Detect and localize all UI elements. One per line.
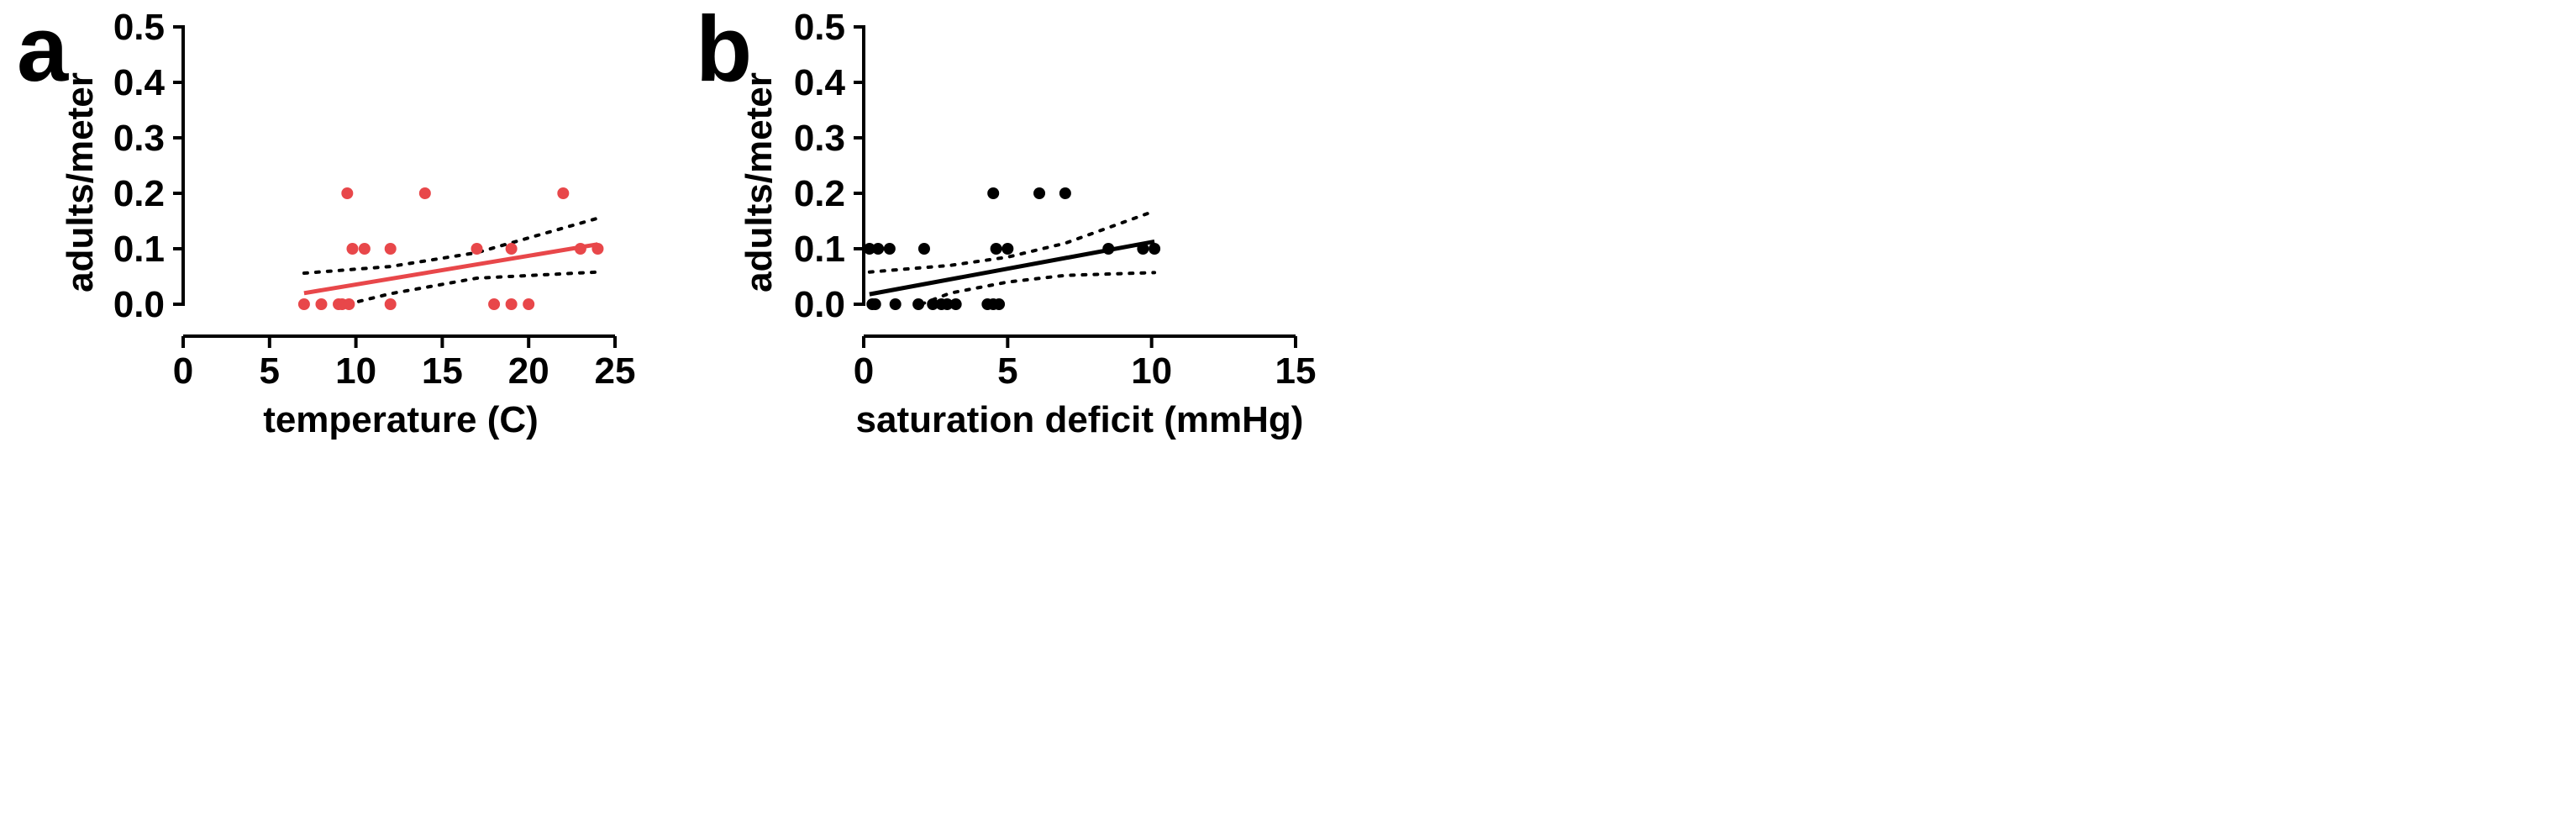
data-point [863, 243, 875, 255]
chart-panel-a: a 0.0 0.1 0.2 0.3 0.4 0.5 0 5 10 15 20 25 adults/met… [17, 0, 636, 441]
x-tick-label: 0 [173, 350, 193, 392]
chart-a-svg: 0.0 0.1 0.2 0.3 0.4 0.5 0 5 10 15 20 25 adults/meter… [60, 7, 636, 440]
data-point [1033, 187, 1046, 199]
data-point [384, 243, 397, 255]
data-point [927, 298, 939, 310]
y-tick-label: 0.3 [113, 118, 165, 159]
data-point [869, 298, 881, 310]
data-point [315, 298, 328, 310]
data-point [917, 243, 930, 255]
data-point [591, 243, 604, 255]
chart-panel-b: b 0.0 0.1 0.2 0.3 0.4 0.5 0 5 10 15 adults/meter sa… [696, 0, 1736, 832]
x-tick-label: 15 [422, 350, 463, 392]
y-tick-label: 0.5 [113, 7, 165, 48]
data-point [889, 298, 902, 310]
data-point [1149, 243, 1161, 255]
ci-upper-line [302, 216, 600, 276]
data-point [297, 298, 310, 310]
x-tick-label: 25 [595, 350, 636, 392]
x-tick-label: 5 [260, 350, 280, 392]
data-point [523, 298, 535, 310]
ci-upper-line [867, 209, 1157, 274]
y-tick-label: 0.3 [794, 118, 845, 159]
ci-lower-line [345, 270, 600, 306]
data-point [987, 187, 1000, 199]
data-point [993, 298, 1006, 310]
data-point [883, 243, 896, 255]
y-tick-label: 0.4 [113, 62, 166, 103]
y-tick-label: 0.1 [794, 229, 845, 270]
x-axis-label: saturation deficit (mmHg) [856, 399, 1304, 440]
data-point [505, 298, 518, 310]
data-point [471, 243, 483, 255]
x-tick-label: 10 [335, 350, 376, 392]
y-axis-label: adults/meter [60, 72, 101, 292]
data-point [488, 298, 501, 310]
data-point [912, 298, 925, 310]
data-point [1102, 243, 1115, 255]
y-tick-label: 0.2 [794, 173, 845, 214]
data-point [341, 187, 354, 199]
data-point [358, 243, 371, 255]
data-point [346, 243, 359, 255]
x-tick-label: 5 [997, 350, 1017, 392]
x-tick-label: 15 [1275, 350, 1317, 392]
data-point [505, 243, 518, 255]
data-point [343, 298, 355, 310]
x-tick-label: 0 [854, 350, 874, 392]
chart-b-svg: 0.0 0.1 0.2 0.3 0.4 0.5 0 5 10 15 adults/meter satu… [739, 7, 1317, 440]
panel-label-a: a [17, 0, 69, 101]
data-point [949, 298, 962, 310]
data-point [990, 243, 1002, 255]
y-tick-label: 0.4 [794, 62, 846, 103]
y-axis-label: adults/meter [739, 72, 780, 292]
ci-lower-line [919, 271, 1157, 306]
x-tick-label: 10 [1131, 350, 1172, 392]
panel-label-b: b [696, 0, 753, 101]
y-tick-label: 0.0 [794, 284, 845, 325]
y-tick-label: 0.5 [794, 7, 845, 48]
x-tick-label: 20 [508, 350, 549, 392]
data-point [418, 187, 431, 199]
data-point [557, 187, 570, 199]
data-point [574, 243, 586, 255]
data-point [1137, 243, 1149, 255]
y-tick-label: 0.1 [113, 229, 165, 270]
data-point [384, 298, 397, 310]
y-tick-label: 0.2 [113, 173, 165, 214]
x-axis-label: temperature (C) [263, 399, 539, 440]
data-point [941, 298, 954, 310]
data-point [1001, 243, 1014, 255]
data-point [1059, 187, 1071, 199]
regression-line [303, 242, 598, 296]
data-point [872, 243, 885, 255]
y-tick-label: 0.0 [113, 284, 165, 325]
